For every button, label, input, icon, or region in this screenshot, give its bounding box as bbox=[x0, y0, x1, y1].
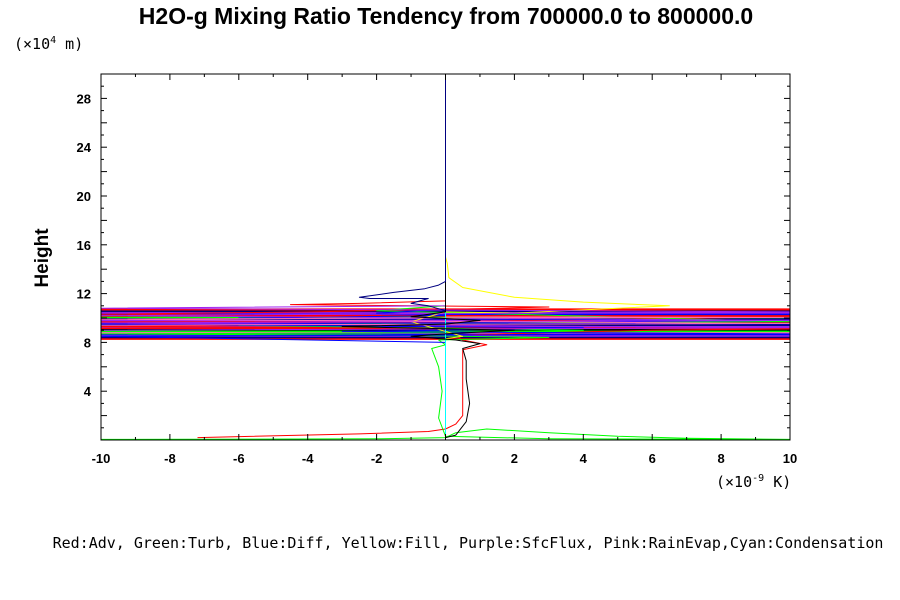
x-tick-label: 2 bbox=[511, 451, 518, 466]
y-tick-label: 16 bbox=[77, 238, 91, 253]
series-line-fill bbox=[410, 74, 670, 340]
series-line-unnamed-7 bbox=[341, 74, 515, 439]
x-tick-label: 10 bbox=[783, 451, 797, 466]
axis-ticks bbox=[100, 74, 791, 440]
x-unit-suffix: K) bbox=[764, 473, 791, 491]
y-axis-unit: (×104 m) bbox=[14, 35, 83, 53]
y-tick-label: 20 bbox=[77, 189, 91, 204]
x-unit-exponent: -9 bbox=[752, 473, 764, 484]
y-tick-label: 8 bbox=[84, 335, 91, 350]
chart-title: H2O-g Mixing Ratio Tendency from 700000.… bbox=[139, 3, 753, 29]
x-axis-unit: (×10-9 K) bbox=[716, 473, 791, 491]
x-tick-label: -4 bbox=[302, 451, 314, 466]
y-tick-label: 4 bbox=[84, 384, 92, 399]
x-tick-label: -8 bbox=[164, 451, 176, 466]
x-tick-label: -2 bbox=[371, 451, 383, 466]
y-unit-suffix: m) bbox=[56, 35, 83, 53]
y-axis-label: Height bbox=[32, 228, 53, 288]
y-tick-label: 24 bbox=[77, 140, 92, 155]
y-tick-label: 28 bbox=[77, 91, 91, 106]
plot-area bbox=[101, 74, 790, 440]
series-line-sfcflux bbox=[101, 74, 790, 331]
x-tick-label: 8 bbox=[717, 451, 724, 466]
x-tick-label: -6 bbox=[233, 451, 245, 466]
series-line-rainevap bbox=[101, 74, 790, 326]
x-tick-label: 0 bbox=[442, 451, 449, 466]
series-group bbox=[101, 74, 790, 440]
legend: Red:Adv, Green:Turb, Blue:Diff, Yellow:F… bbox=[53, 534, 884, 552]
y-unit-exponent: 4 bbox=[50, 35, 56, 46]
x-tick-label: 6 bbox=[649, 451, 656, 466]
y-tick-label: 12 bbox=[77, 287, 91, 302]
x-tick-label: 4 bbox=[580, 451, 588, 466]
series-line-unnamed-8 bbox=[358, 74, 446, 312]
series-line-adv bbox=[101, 74, 790, 439]
x-tick-label: -10 bbox=[92, 451, 111, 466]
